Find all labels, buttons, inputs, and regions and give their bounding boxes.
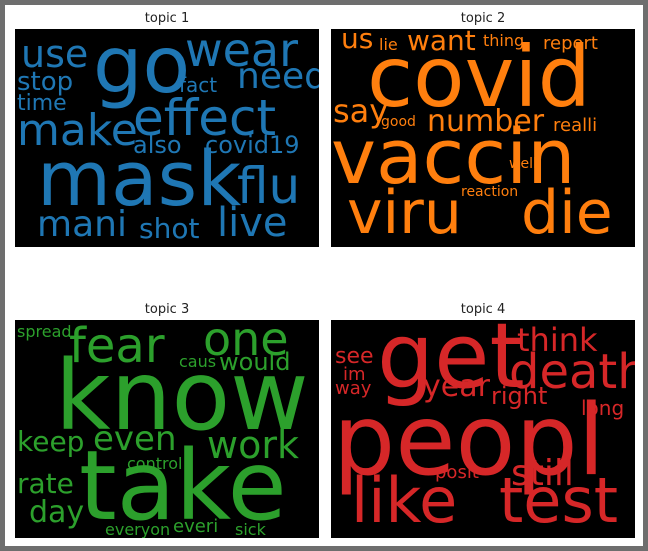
word-one: one xyxy=(203,320,289,366)
word-live: live xyxy=(217,200,288,246)
word-fact: fact xyxy=(179,73,218,97)
word-flu: flu xyxy=(237,157,301,215)
word-go: go xyxy=(93,29,191,111)
word-die: die xyxy=(521,178,613,247)
word-know: know xyxy=(55,340,309,452)
word-wear: wear xyxy=(185,29,299,77)
figure-canvas: topic 1 mask go effect wear flu make need live u… xyxy=(5,5,643,546)
word-im: im xyxy=(343,364,366,385)
word-death: death xyxy=(509,344,635,400)
word-peopl: peopl xyxy=(333,384,605,498)
word-good: good xyxy=(381,114,416,130)
word-even: even xyxy=(93,419,177,459)
word-like: like xyxy=(351,464,458,537)
word-way: way xyxy=(335,378,372,399)
word-test: test xyxy=(499,464,619,537)
topic-1-title: topic 1 xyxy=(144,11,190,26)
topic-2-title: topic 2 xyxy=(460,11,506,26)
word-thing: thing xyxy=(483,31,525,50)
topic-4-title: topic 4 xyxy=(460,302,506,317)
word-sick: sick xyxy=(235,520,266,538)
word-well: well xyxy=(509,156,537,172)
word-realli: realli xyxy=(553,115,598,136)
word-make: make xyxy=(17,105,138,156)
word-effect: effect xyxy=(133,89,277,147)
word-still: still xyxy=(511,453,574,494)
word-see: see xyxy=(335,344,374,369)
word-rate: rate xyxy=(17,467,74,500)
word-shot: shot xyxy=(139,212,200,245)
word-want: want xyxy=(407,29,476,57)
word-right: right xyxy=(491,382,548,410)
word-lie: lie xyxy=(379,35,398,54)
word-covid: covid xyxy=(367,29,591,126)
word-stop: stop xyxy=(17,67,74,97)
word-us: us xyxy=(341,29,374,55)
word-reaction: reaction xyxy=(461,184,519,200)
word-use: use xyxy=(21,32,89,76)
word-long: long xyxy=(581,396,625,420)
word-everyon: everyon xyxy=(105,520,171,538)
word-fear: fear xyxy=(69,320,165,374)
word-day: day xyxy=(29,495,85,530)
word-would: would xyxy=(219,348,291,376)
word-report: report xyxy=(543,33,598,54)
word-everi: everi xyxy=(173,516,219,537)
word-get: get xyxy=(377,320,525,409)
word-control: control xyxy=(127,454,183,473)
word-mani: mani xyxy=(37,204,127,245)
word-work: work xyxy=(207,423,299,467)
topic-3-title: topic 3 xyxy=(144,302,190,317)
topic-2-wordcloud: vaccin covid viru die number want say us realli r… xyxy=(331,29,635,247)
word-time: time xyxy=(17,91,67,116)
word-say: say xyxy=(333,92,389,130)
word-covid19: covid19 xyxy=(205,131,300,159)
word-vaccin: vaccin xyxy=(331,112,576,201)
word-keep: keep xyxy=(17,425,85,458)
word-also: also xyxy=(133,131,182,159)
topic-3-wordcloud: take know fear one work even keep rate day would c… xyxy=(15,320,319,538)
topic-4-wordcloud: peopl get like test death still think year right… xyxy=(331,320,635,538)
word-think: think xyxy=(517,321,598,359)
word-posit: posit xyxy=(435,462,479,483)
word-spread: spread xyxy=(17,322,72,341)
word-number: number xyxy=(427,104,545,139)
word-viru: viru xyxy=(347,178,462,247)
word-need: need xyxy=(237,56,319,97)
topic-1-wordcloud: mask go effect wear flu make need live use mani co… xyxy=(15,29,319,247)
word-year: year xyxy=(423,369,490,404)
word-take: take xyxy=(79,430,287,538)
word-mask: mask xyxy=(37,134,242,223)
word-caus: caus xyxy=(179,352,217,371)
